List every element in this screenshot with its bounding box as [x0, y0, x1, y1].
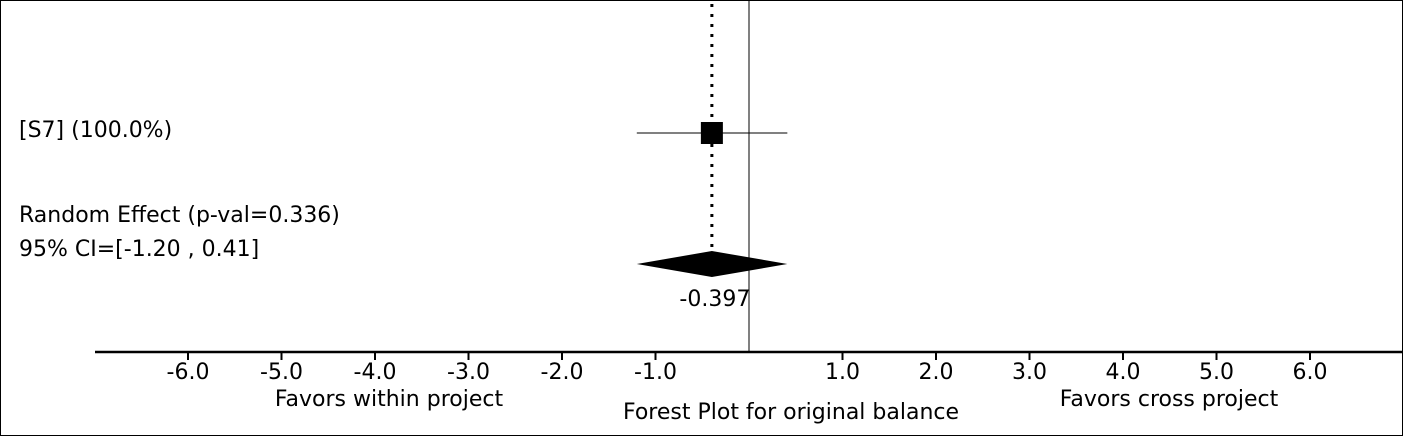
chart-title: Forest Plot for original balance	[623, 400, 959, 425]
x-tick-label: -2.0	[541, 360, 584, 385]
x-tick-label: -4.0	[354, 360, 397, 385]
summary-effect-label: -0.397	[679, 287, 750, 312]
x-tick-label: 2.0	[919, 360, 954, 385]
summary-label-line1: Random Effect (p-val=0.336)	[19, 203, 340, 228]
x-tick-label: 3.0	[1012, 360, 1047, 385]
summary-diamond	[636, 251, 788, 277]
x-tick-label: 5.0	[1199, 360, 1234, 385]
x-tick-label: -1.0	[634, 360, 677, 385]
study-label: [S7] (100.0%)	[19, 118, 172, 143]
summary-label-line2: 95% CI=[-1.20 , 0.41]	[19, 237, 259, 262]
x-axis-ticks: -6.0 -5.0 -4.0 -3.0 -2.0 -1.0 1.0 2.0 3.0 4.0 5.0 6…	[167, 352, 1328, 385]
studies-layer: [S7] (100.0%)	[19, 118, 788, 144]
x-tick-label: -3.0	[447, 360, 490, 385]
x-tick-label: -5.0	[260, 360, 303, 385]
x-tick-label: -6.0	[167, 360, 210, 385]
x-tick-label: 1.0	[825, 360, 860, 385]
left-favors-label: Favors within project	[275, 387, 504, 412]
study-effect-marker	[700, 122, 723, 144]
x-tick-label: 4.0	[1106, 360, 1141, 385]
right-favors-label: Favors cross project	[1060, 387, 1279, 412]
x-tick-label: 6.0	[1293, 360, 1328, 385]
